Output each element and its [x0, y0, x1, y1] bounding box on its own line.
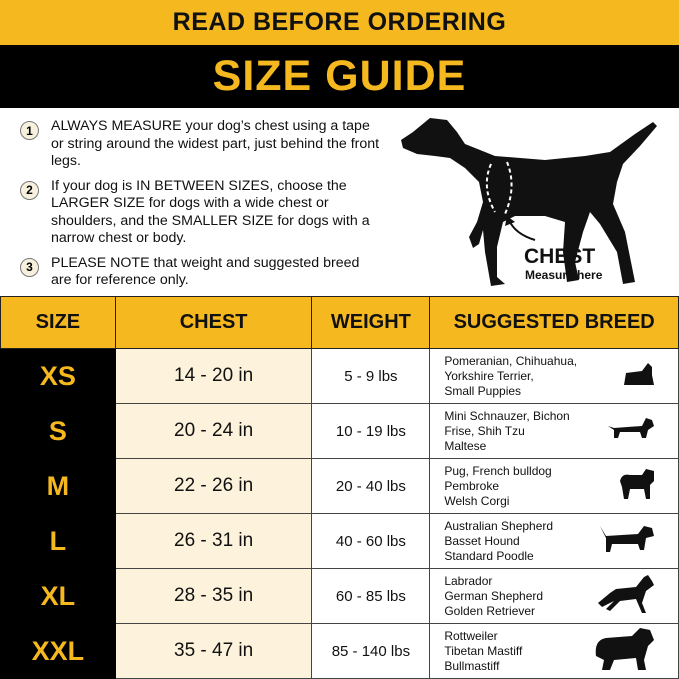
- size-cell: M: [0, 458, 116, 514]
- breed-line: Rottweiler: [444, 628, 498, 643]
- breed-line: Maltese: [444, 438, 487, 453]
- breed-line: Labrador: [444, 573, 493, 588]
- breed-line: Basset Hound: [444, 533, 520, 548]
- breed-line: Australian Shepherd: [444, 518, 554, 533]
- header-weight: WEIGHT: [311, 296, 431, 349]
- size-cell: XS: [0, 348, 116, 404]
- read-before-ordering-banner: READ BEFORE ORDERING: [0, 0, 679, 45]
- breed-line: Welsh Corgi: [444, 493, 510, 508]
- weight-cell: 60 - 85 lbs: [311, 568, 431, 624]
- mastiff-icon: [592, 626, 656, 676]
- number-badge: 3: [20, 257, 39, 277]
- yorkshire-terrier-icon: [622, 361, 656, 391]
- number-badge: 2: [20, 180, 39, 200]
- breed-cell: Pomeranian, Chihuahua, Yorkshire Terrier…: [429, 348, 679, 404]
- table-header: SIZE CHEST WEIGHT SUGGESTED BREED: [0, 296, 679, 349]
- breed-line: Pomeranian, Chihuahua,: [444, 353, 578, 368]
- note-text: If your dog is IN BETWEEN SIZES, choose …: [51, 177, 370, 247]
- breed-cell: Pug, French bulldog Pembroke Welsh Corgi: [429, 458, 679, 514]
- breed-cell: Labrador German Shepherd Golden Retrieve…: [429, 568, 679, 624]
- size-cell: L: [0, 513, 116, 569]
- chest-cell: 35 - 47 in: [114, 623, 313, 679]
- chest-cell: 28 - 35 in: [114, 568, 313, 624]
- dog-silhouette-icon: [401, 118, 657, 286]
- chest-cell: 22 - 26 in: [114, 458, 313, 514]
- note-2: 2 If your dog is IN BETWEEN SIZES, choose…: [20, 178, 380, 248]
- breed-line: Yorkshire Terrier,: [444, 368, 534, 383]
- breed-line: German Shepherd: [444, 588, 544, 603]
- weight-cell: 20 - 40 lbs: [311, 458, 431, 514]
- table-row: XS 14 - 20 in 5 - 9 lbs Pomeranian, Chih…: [0, 348, 679, 404]
- page-title: SIZE GUIDE: [0, 45, 679, 108]
- size-table: SIZE CHEST WEIGHT SUGGESTED BREED XS 14 …: [0, 296, 679, 679]
- breed-line: Pug, French bulldog: [444, 463, 552, 478]
- note-1: 1 ALWAYS MEASURE your dog’s chest using a…: [20, 118, 380, 171]
- breed-line: Tibetan Mastiff: [444, 643, 523, 658]
- table-row: XL 28 - 35 in 60 - 85 lbs Labrador Germa…: [0, 568, 679, 624]
- breed-line: Mini Schnauzer, Bichon: [444, 408, 570, 423]
- weight-cell: 40 - 60 lbs: [311, 513, 431, 569]
- table-row: L 26 - 31 in 40 - 60 lbs Australian Shep…: [0, 513, 679, 569]
- measure-here-label: Measure here: [525, 268, 603, 282]
- table-row: XXL 35 - 47 in 85 - 140 lbs Rottweiler T…: [0, 623, 679, 679]
- chest-label: CHEST: [524, 245, 596, 268]
- header-breed: SUGGESTED BREED: [429, 296, 679, 349]
- breed-line: Bullmastiff: [444, 658, 500, 673]
- weight-cell: 5 - 9 lbs: [311, 348, 431, 404]
- weight-cell: 10 - 19 lbs: [311, 403, 431, 459]
- table-row: S 20 - 24 in 10 - 19 lbs Mini Schnauzer,…: [0, 403, 679, 459]
- header-size: SIZE: [0, 296, 116, 349]
- dachshund-icon: [606, 416, 656, 446]
- breed-line: Frise, Shih Tzu: [444, 423, 525, 438]
- table-row: M 22 - 26 in 20 - 40 lbs Pug, French bul…: [0, 458, 679, 514]
- size-cell: XXL: [0, 623, 116, 679]
- note-text: PLEASE NOTE that weight and suggested br…: [51, 254, 360, 289]
- breed-cell: Mini Schnauzer, Bichon Frise, Shih Tzu M…: [429, 403, 679, 459]
- breed-line: Golden Retriever: [444, 603, 536, 618]
- note-text: ALWAYS MEASURE your dog’s chest using a …: [51, 118, 380, 169]
- chest-cell: 26 - 31 in: [114, 513, 313, 569]
- breed-line: Pembroke: [444, 478, 500, 493]
- chest-cell: 14 - 20 in: [114, 348, 313, 404]
- header-chest: CHEST: [114, 296, 313, 349]
- note-3: 3 PLEASE NOTE that weight and suggested b…: [20, 255, 380, 290]
- chest-cell: 20 - 24 in: [114, 403, 313, 459]
- pug-icon: [616, 467, 656, 505]
- number-badge: 1: [20, 121, 39, 140]
- size-cell: S: [0, 403, 116, 459]
- german-shepherd-icon: [596, 573, 656, 619]
- weight-cell: 85 - 140 lbs: [311, 623, 431, 679]
- breed-cell: Australian Shepherd Basset Hound Standar…: [429, 513, 679, 569]
- instructions: 1 ALWAYS MEASURE your dog’s chest using a…: [20, 118, 380, 297]
- breed-line: Small Puppies: [444, 383, 522, 398]
- size-cell: XL: [0, 568, 116, 624]
- basset-hound-icon: [598, 522, 656, 560]
- breed-line: Standard Poodle: [444, 548, 534, 563]
- breed-cell: Rottweiler Tibetan Mastiff Bullmastiff: [429, 623, 679, 679]
